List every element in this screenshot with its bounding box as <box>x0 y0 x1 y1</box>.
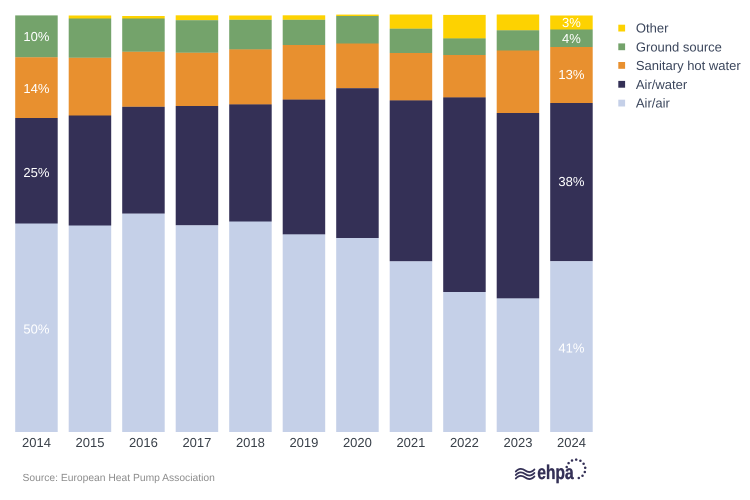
svg-text:2019: 2019 <box>289 435 318 450</box>
svg-text:10%: 10% <box>23 29 49 44</box>
svg-text:ehpa: ehpa <box>537 462 574 484</box>
svg-text:Ground source: Ground source <box>636 39 722 54</box>
svg-text:Air/water: Air/water <box>636 77 688 92</box>
svg-text:13%: 13% <box>558 67 584 82</box>
svg-text:38%: 38% <box>558 174 584 189</box>
svg-text:25%: 25% <box>23 165 49 180</box>
svg-text:3%: 3% <box>562 15 581 30</box>
svg-text:Source: European Heat Pump Ass: Source: European Heat Pump Association <box>23 473 216 484</box>
svg-text:Other: Other <box>636 21 669 36</box>
svg-text:4%: 4% <box>562 31 581 46</box>
svg-text:2022: 2022 <box>450 435 479 450</box>
svg-text:2018: 2018 <box>236 435 265 450</box>
svg-text:14%: 14% <box>23 81 49 96</box>
svg-text:Sanitary hot water: Sanitary hot water <box>636 58 741 73</box>
svg-text:2023: 2023 <box>504 435 533 450</box>
svg-text:50%: 50% <box>23 322 49 337</box>
svg-text:2014: 2014 <box>22 435 51 450</box>
svg-text:2020: 2020 <box>343 435 372 450</box>
svg-text:2017: 2017 <box>182 435 211 450</box>
svg-text:Air/air: Air/air <box>636 96 671 111</box>
svg-text:2015: 2015 <box>76 435 105 450</box>
svg-text:2024: 2024 <box>557 435 586 450</box>
svg-text:2016: 2016 <box>129 435 158 450</box>
svg-text:2021: 2021 <box>396 435 425 450</box>
svg-text:41%: 41% <box>558 341 584 356</box>
